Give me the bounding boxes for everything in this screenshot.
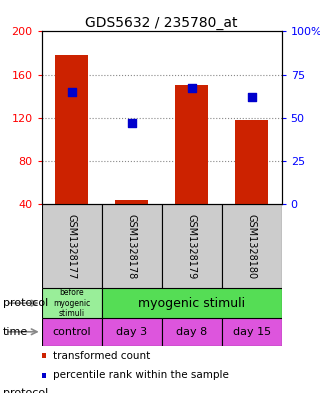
Text: percentile rank within the sample: percentile rank within the sample [53, 370, 229, 380]
Bar [222, 204, 282, 288]
Bar [175, 85, 208, 204]
Text: day 15: day 15 [233, 327, 271, 337]
Text: GSM1328177: GSM1328177 [67, 214, 76, 279]
Point [189, 85, 194, 92]
Text: protocol: protocol [3, 388, 48, 393]
Point [129, 120, 134, 126]
Bar [162, 318, 222, 345]
Bar [115, 200, 148, 204]
Text: before
myogenic
stimuli: before myogenic stimuli [53, 288, 90, 318]
Title: GDS5632 / 235780_at: GDS5632 / 235780_at [85, 17, 238, 30]
Bar [42, 204, 102, 288]
Bar [102, 288, 282, 318]
Bar [162, 204, 222, 288]
Point [249, 94, 254, 100]
Text: control: control [52, 327, 91, 337]
Bar [222, 318, 282, 345]
Text: day 8: day 8 [176, 327, 207, 337]
Text: GSM1328180: GSM1328180 [247, 214, 257, 279]
Text: day 3: day 3 [116, 327, 147, 337]
Bar [102, 204, 162, 288]
Text: transformed count: transformed count [53, 351, 150, 360]
Bar [235, 120, 268, 204]
Bar [102, 318, 162, 345]
Text: protocol: protocol [3, 298, 48, 308]
Text: GSM1328178: GSM1328178 [127, 214, 137, 279]
Point [69, 89, 74, 95]
Text: time: time [3, 327, 28, 337]
Text: myogenic stimuli: myogenic stimuli [138, 297, 245, 310]
Bar [55, 55, 88, 204]
Bar [42, 318, 102, 345]
Bar [42, 288, 102, 318]
Text: GSM1328179: GSM1328179 [187, 214, 196, 279]
